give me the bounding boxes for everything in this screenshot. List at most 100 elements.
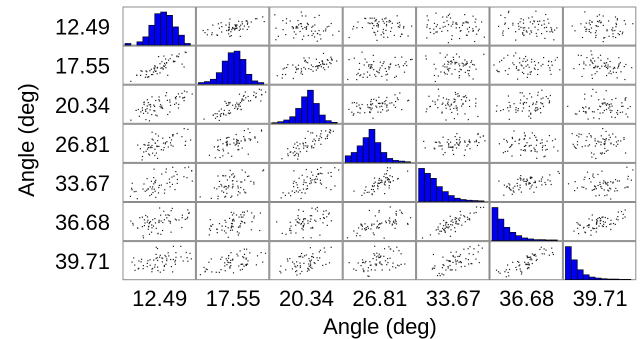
scatter-point [377,184,379,186]
scatter-point [528,27,530,29]
scatter-point [150,180,152,182]
scatter-point [610,198,612,200]
scatter-point [535,144,537,146]
scatter-point [153,259,155,261]
scatter-point [369,264,371,266]
scatter-point [531,96,533,98]
scatter-point [599,181,601,183]
scatter-point [161,261,163,263]
scatter-point [234,104,237,106]
scatter-point [239,269,241,271]
scatter-point [453,153,455,155]
scatter-point [498,71,500,73]
scatter-point [584,231,586,233]
cell-frame [195,123,270,163]
scatter-point [298,148,300,150]
scatter-point [584,98,586,100]
scatter-point [534,150,536,152]
scatter-point [456,217,458,219]
cell-frame [489,84,563,124]
scatter-point [287,153,289,155]
scatter-point [364,189,366,191]
scatter-point [619,111,621,114]
scatter-point [621,111,624,113]
scatter-point [449,269,451,271]
scatter-point [384,18,386,20]
scatter-point [580,54,582,57]
scatter-point [595,30,597,32]
scatter-point [425,111,427,113]
scatter-point [531,259,533,261]
scatter-point [217,198,219,200]
scatter-point [386,170,388,172]
cell-0-3 [342,6,417,46]
scatter-point [226,144,228,146]
scatter-point [552,31,554,33]
scatter-point [239,225,241,227]
scatter-point [370,64,372,66]
scatter-point [445,104,447,106]
scatter-point [398,250,400,252]
scatter-point [454,68,456,71]
scatter-point [527,73,529,75]
scatter-point [310,180,312,182]
scatter-point [162,137,164,139]
scatter-point [465,34,468,36]
scatter-point [515,266,517,268]
histogram-bar [154,13,161,46]
scatter-point [397,26,399,28]
scatter-point [507,150,509,152]
scatter-point [383,33,385,35]
scatter-point [237,234,239,236]
scatter-point [364,229,366,231]
scatter-point [167,113,169,116]
scatter-point [228,136,230,138]
scatter-point [375,99,377,102]
scatter-point [458,255,461,257]
scatter-point [530,30,532,32]
scatter-point [163,65,165,68]
scatter-point [536,101,538,103]
scatter-point [326,63,328,65]
scatter-point [314,178,317,180]
cell-frame [122,45,196,85]
histogram-bar [221,60,229,85]
scatter-point [477,133,479,136]
scatter-point [298,177,300,179]
scatter-point [370,264,372,266]
scatter-point [511,143,513,146]
scatter-point [507,27,510,30]
scatter-point [528,182,530,185]
scatter-point [603,143,605,145]
scatter-point [346,237,349,239]
scatter-point [152,73,154,76]
scatter-point [391,223,394,225]
scatter-point [404,263,406,265]
scatter-point [236,139,238,141]
scatter-point [518,69,520,71]
scatter-point [312,66,314,68]
scatter-point [459,210,461,213]
scatter-point [276,221,278,223]
scatter-point [462,102,464,105]
scatter-point [375,18,377,20]
scatter-point [147,147,149,149]
scatter-point [233,138,235,140]
scatter-point [236,253,238,255]
scatter-point [465,20,467,23]
scatter-point [183,97,185,99]
scatter-point [153,110,155,112]
scatter-point [428,95,430,97]
scatter-point [600,219,602,221]
scatter-point [365,228,367,231]
scatter-point [602,112,604,114]
scatter-point [138,115,140,117]
scatter-point [217,195,219,197]
scatter-point [224,100,226,102]
scatter-point [528,256,530,258]
scatter-point [166,260,168,262]
scatter-point [304,137,306,139]
scatter-point [237,148,240,150]
scatter-point [475,105,477,107]
cell-frame [416,202,490,242]
